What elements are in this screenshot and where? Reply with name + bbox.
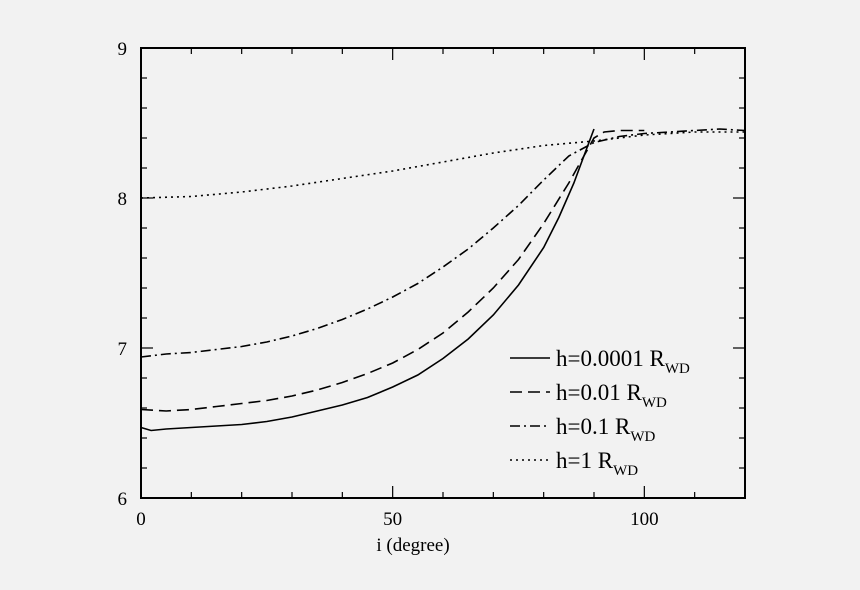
series-line-4 xyxy=(140,131,745,199)
legend-label-2: h=0.01 RWD xyxy=(556,380,667,411)
y-tick-label: 9 xyxy=(118,39,128,60)
x-axis-label: i (degree) xyxy=(376,535,449,556)
series-line-1 xyxy=(140,128,595,432)
legend-label-3: h=0.1 RWD xyxy=(556,414,655,445)
y-tick-label: 6 xyxy=(118,489,128,510)
x-tick-label: 0 xyxy=(136,509,146,530)
x-tick-label: 100 xyxy=(630,509,659,530)
y-tick-label: 7 xyxy=(118,339,128,360)
x-tick-label: 50 xyxy=(383,509,402,530)
legend-label-1: h=0.0001 RWD xyxy=(556,346,690,377)
legend-label-4: h=1 RWD xyxy=(556,448,638,479)
series-lines xyxy=(140,128,746,432)
axis-ticks: 0 50 100 6 7 8 9 xyxy=(118,39,746,530)
series-line-3 xyxy=(140,128,746,358)
series-line-2 xyxy=(140,129,645,412)
y-tick-label: 8 xyxy=(118,189,128,210)
